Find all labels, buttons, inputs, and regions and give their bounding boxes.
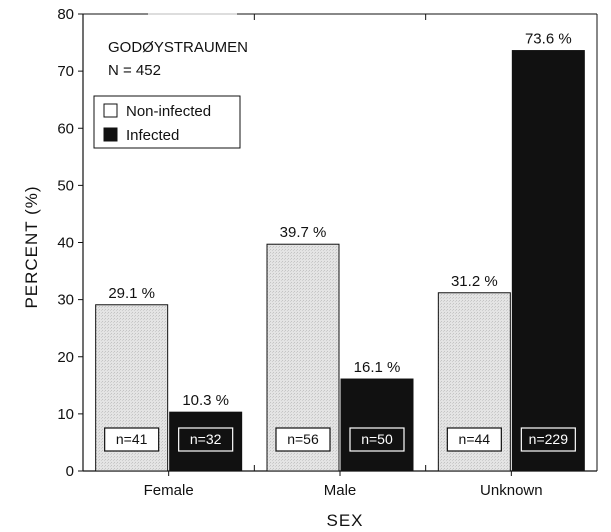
bar-value-label: 10.3 %	[182, 392, 229, 409]
annotation-line-1: GODØYSTRAUMEN	[108, 39, 248, 56]
bar-value-label: 16.1 %	[354, 359, 401, 376]
y-axis-title: PERCENT (%)	[22, 185, 41, 308]
y-tick-label: 0	[66, 463, 74, 480]
y-tick-label: 20	[57, 349, 74, 366]
x-tick-label: Male	[324, 482, 357, 499]
bar-infected	[511, 50, 585, 472]
n-label-box	[520, 427, 576, 452]
n-label-box	[178, 427, 234, 452]
legend-swatch-infected	[103, 127, 118, 142]
n-label: n=50	[361, 431, 393, 447]
y-tick-label: 30	[57, 292, 74, 309]
legend-label-infected: Infected	[126, 127, 179, 144]
y-tick-label: 10	[57, 406, 74, 423]
n-label-box	[446, 427, 502, 452]
y-tick-label: 60	[57, 120, 74, 137]
annotation-line-2: N = 452	[108, 62, 161, 79]
n-label: n=56	[287, 431, 319, 447]
x-axis-title: SEX	[326, 511, 363, 530]
n-label: n=229	[529, 431, 569, 447]
y-tick-label: 40	[57, 235, 74, 252]
bar-value-label: 39.7 %	[280, 224, 327, 241]
bars: 29.1 % n=41 10.3 % n=32 39.7 % n=56 16.1 % n=50…	[95, 31, 585, 472]
y-tick-label: 70	[57, 63, 74, 80]
annotation-box: GODØYSTRAUMEN N = 452	[108, 39, 248, 79]
x-tick-label: Female	[144, 482, 194, 499]
legend-label-non-infected: Non-infected	[126, 103, 211, 120]
n-label: n=32	[190, 431, 222, 447]
n-label-box	[275, 427, 331, 452]
bar-value-label: 31.2 %	[451, 273, 498, 290]
n-label-box	[104, 427, 160, 452]
bar-value-label: 29.1 %	[108, 285, 155, 302]
bar-infected	[340, 378, 414, 472]
y-tick-label: 50	[57, 177, 74, 194]
n-label: n=44	[459, 431, 491, 447]
legend: Non-infected Infected	[93, 95, 241, 149]
legend-swatch-non-infected	[103, 103, 118, 118]
y-tick-label: 80	[57, 6, 74, 23]
n-label-box	[349, 427, 405, 452]
legend-frame	[93, 95, 241, 149]
n-label: n=41	[116, 431, 148, 447]
y-axis: 0 10 20 30 40 50 60 70 80	[57, 6, 83, 480]
x-tick-label: Unknown	[480, 482, 543, 499]
x-axis: Female Male Unknown	[144, 14, 543, 499]
bar-value-label: 73.6 %	[525, 31, 572, 48]
